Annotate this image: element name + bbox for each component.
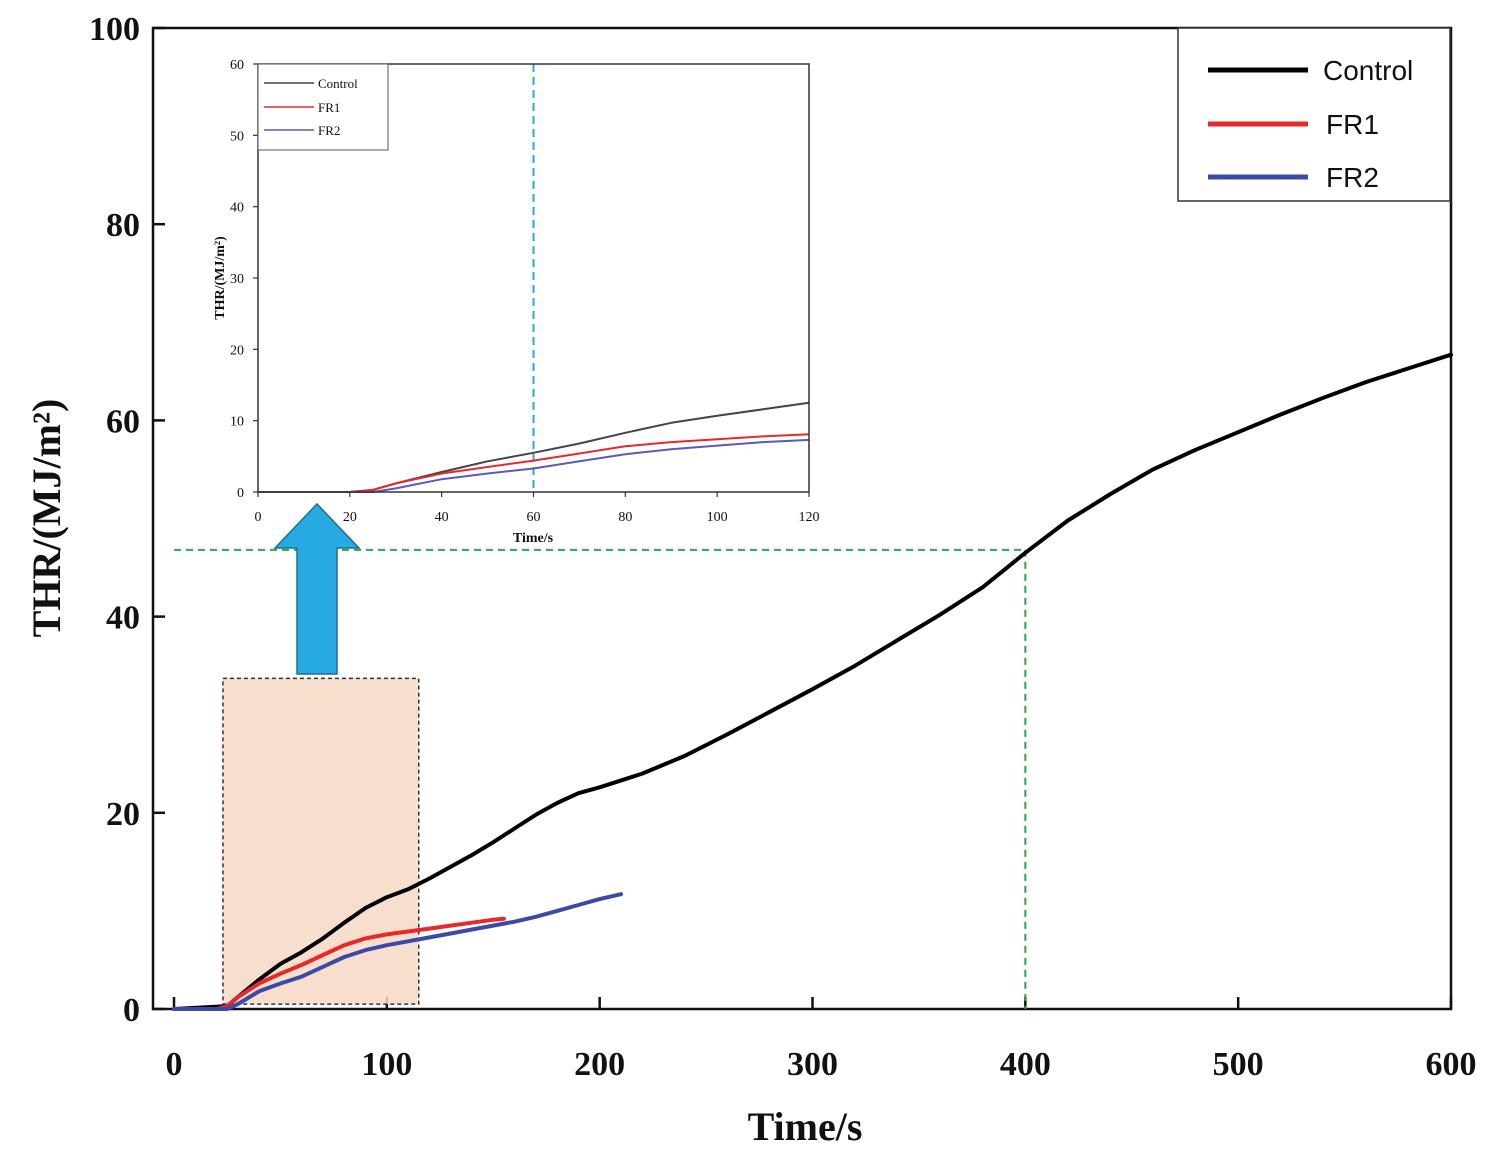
- x-tick-label: 400: [1000, 1046, 1051, 1083]
- inset-x-tick-label: 60: [527, 510, 541, 525]
- inset-series-line-fr2: [258, 438, 810, 493]
- y-tick-label: 80: [106, 207, 140, 244]
- y-tick-label: 40: [106, 600, 140, 637]
- y-tick-label: 0: [123, 992, 140, 1029]
- x-tick-label: 200: [574, 1046, 625, 1083]
- inset-y-axis-title: THR/(MJ/m²): [213, 236, 228, 320]
- series-line-fr2: [172, 892, 623, 1011]
- main-plot-frame: [151, 26, 1453, 1011]
- inset-series-line-fr1: [258, 433, 810, 493]
- legend-label-fr2: FR2: [1326, 162, 1379, 193]
- x-tick-label: 100: [361, 1046, 412, 1083]
- x-axis-title: Time/s: [748, 1104, 863, 1149]
- x-tick-label: 0: [166, 1046, 183, 1083]
- main-legend: Control FR1 FR2: [1177, 27, 1451, 202]
- main-legend-box: [1177, 27, 1451, 202]
- x-tick-label: 300: [787, 1046, 838, 1083]
- inset-y-tick-label: 40: [230, 201, 244, 216]
- inset-legend-label-fr2: FR2: [318, 123, 340, 138]
- inset-legend-label-control: Control: [318, 76, 358, 91]
- inset-legend-label-fr1: FR1: [318, 100, 340, 115]
- inset-y-tick-label: 60: [230, 58, 244, 73]
- zoom-arrow-icon: [273, 502, 361, 675]
- y-tick-label: 20: [106, 796, 140, 833]
- inset-x-tick-label: 40: [435, 510, 449, 525]
- inset-x-tick-label: 0: [255, 510, 262, 525]
- inset-plot-frame: [257, 63, 810, 493]
- x-tick-label: 600: [1426, 1046, 1477, 1083]
- inset-x-axis-title: Time/s: [513, 531, 554, 546]
- series-line-control: [172, 352, 1453, 1011]
- legend-label-fr1: FR1: [1326, 109, 1379, 140]
- inset-y-tick-label: 10: [230, 415, 244, 430]
- series-line-fr1: [172, 916, 506, 1011]
- inset-y-tick-label: 30: [230, 272, 244, 287]
- inset-y-tick-label: 20: [230, 343, 244, 358]
- zoom-region-box: [222, 677, 420, 1005]
- inset-x-tick-label: 120: [799, 510, 820, 525]
- y-axis-title: THR/(MJ/m²): [24, 399, 69, 638]
- y-tick-label: 100: [89, 11, 140, 48]
- inset-legend: Control FR1 FR2: [257, 63, 389, 151]
- x-tick-label: 500: [1213, 1046, 1264, 1083]
- inset-x-tick-label: 100: [707, 510, 728, 525]
- y-tick-label: 60: [106, 403, 140, 440]
- inset-y-tick-label: 0: [237, 486, 244, 501]
- inset-x-tick-label: 20: [343, 510, 357, 525]
- inset-chart: 0 20 40 60 80 100 120 0 10 20 30 40 50 60 Time/s THR/…: [213, 58, 820, 546]
- legend-label-control: Control: [1323, 55, 1413, 86]
- inset-x-tick-label: 80: [618, 510, 632, 525]
- inset-y-tick-label: 50: [230, 129, 244, 144]
